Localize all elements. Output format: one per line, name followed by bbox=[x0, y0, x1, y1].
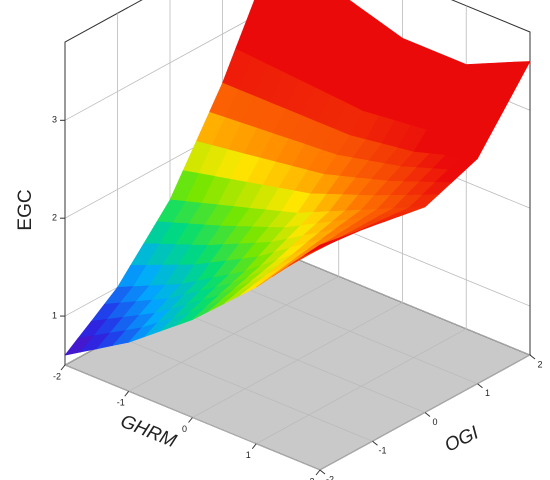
x-tick bbox=[315, 469, 321, 476]
x-tick-label: -1 bbox=[117, 398, 125, 408]
y-tick bbox=[372, 440, 378, 446]
y-tick-label: -1 bbox=[378, 446, 386, 456]
x-tick-label: 0 bbox=[182, 424, 187, 434]
z-tick-label: 2 bbox=[52, 213, 57, 223]
x-axis-label: GHRM bbox=[117, 411, 179, 452]
grid-line bbox=[128, 275, 339, 392]
y-axis-label: OGI bbox=[442, 422, 483, 456]
z-tick-label: 1 bbox=[52, 310, 57, 320]
x-tick-label: -2 bbox=[53, 371, 61, 381]
y-tick-label: 1 bbox=[485, 388, 490, 398]
x-tick-label: 2 bbox=[309, 476, 314, 480]
x-tick bbox=[60, 364, 66, 371]
z-axis-label: EGC bbox=[15, 189, 36, 230]
z-tick-label: 3 bbox=[52, 115, 57, 125]
grid-line bbox=[192, 302, 403, 418]
y-tick-label: -2 bbox=[326, 474, 334, 480]
y-tick-label: 0 bbox=[432, 417, 437, 427]
surface-patch bbox=[303, 239, 334, 256]
x-tick bbox=[188, 417, 193, 423]
y-tick bbox=[424, 412, 431, 417]
y-tick bbox=[319, 469, 326, 475]
y-tick bbox=[477, 383, 483, 389]
x-tick bbox=[251, 443, 257, 450]
x-tick bbox=[124, 390, 130, 397]
grid-line bbox=[256, 328, 467, 445]
y-tick bbox=[529, 354, 536, 360]
x-tick-label: 1 bbox=[246, 450, 251, 460]
y-tick-label: 2 bbox=[537, 359, 542, 369]
